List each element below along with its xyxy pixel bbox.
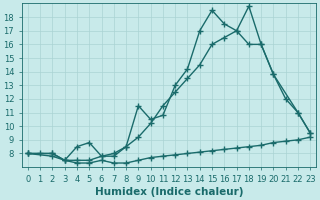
- X-axis label: Humidex (Indice chaleur): Humidex (Indice chaleur): [95, 187, 243, 197]
